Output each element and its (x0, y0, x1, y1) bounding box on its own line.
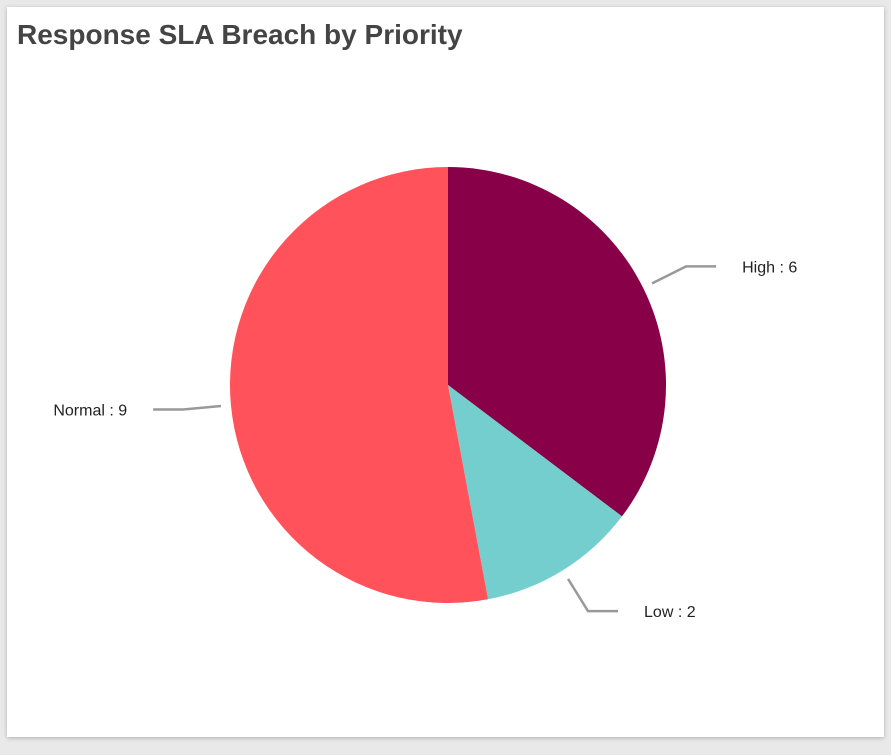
leader-line-low (566, 578, 619, 613)
pie-slice-high[interactable] (448, 167, 666, 517)
pie-slice-normal[interactable] (229, 167, 489, 604)
slice-label-high: High : 6 (742, 259, 797, 276)
slice-labels: High : 6 Low : 2 Normal : 9 (53, 259, 797, 621)
slice-label-low: Low : 2 (644, 604, 696, 621)
pie-slice-low[interactable] (448, 385, 622, 600)
leader-line-normal (153, 404, 222, 411)
pie-slices (229, 167, 666, 604)
leader-line-high (651, 265, 717, 285)
chart-title: Response SLA Breach by Priority (17, 19, 463, 50)
slice-label-normal: Normal : 9 (53, 403, 127, 420)
leader-lines (153, 265, 717, 613)
